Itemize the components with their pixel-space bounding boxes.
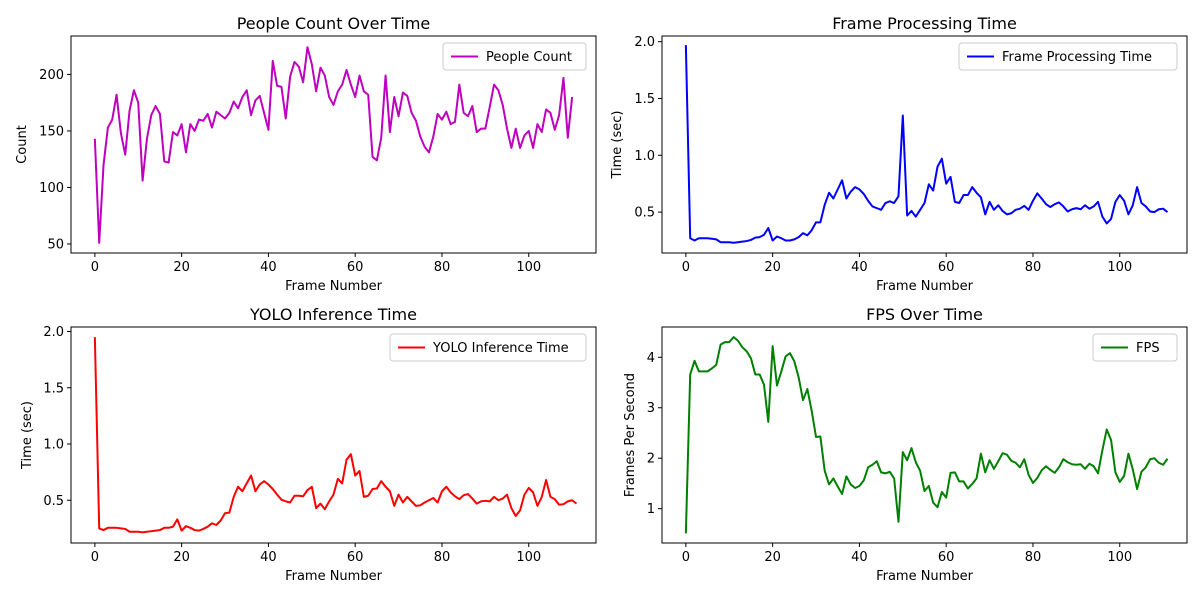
legend: Frame Processing Time (958, 42, 1178, 71)
y-tick-label: 3 (647, 401, 655, 416)
x-axis-label: Frame Number (876, 569, 974, 584)
x-tick-label: 20 (764, 550, 781, 565)
x-tick-label: 100 (1107, 260, 1132, 275)
y-tick-label: 1.0 (43, 438, 64, 453)
x-tick-label: 20 (764, 260, 781, 275)
y-tick-label: 0.5 (634, 206, 655, 221)
x-tick-label: 40 (851, 260, 868, 275)
x-axis-label: Frame Number (285, 569, 383, 584)
x-tick-label: 100 (516, 260, 541, 275)
x-tick-label: 0 (91, 260, 99, 275)
y-axis-label: Time (sec) (610, 110, 625, 179)
legend-frame (1092, 333, 1178, 362)
y-tick-label: 200 (39, 68, 64, 83)
plot-frame (661, 35, 1188, 254)
chart-panel-1: 0 20 40 60 80 100 50 100 150 200 People Count Over… (15, 14, 597, 294)
x-tick-label: 80 (1025, 550, 1042, 565)
legend-frame (958, 42, 1178, 71)
y-tick-label: 4 (647, 351, 655, 366)
x-tick-label: 0 (91, 550, 99, 565)
x-tick-label: 40 (260, 260, 277, 275)
plot-frame (661, 326, 1188, 544)
chart-title: YOLO Inference Time (249, 305, 417, 324)
x-tick-label: 80 (1025, 260, 1042, 275)
y-tick-label: 2.0 (634, 35, 655, 50)
legend-frame (442, 42, 587, 71)
chart-panel-2: 0 20 40 60 80 100 0.5 1.0 1.5 2.0 Frame Processing… (610, 14, 1188, 294)
series-line-1 (684, 336, 1169, 534)
series-line-1 (684, 45, 1169, 244)
y-tick-label: 100 (39, 181, 64, 196)
y-axis-label: Frames Per Second (623, 373, 638, 497)
chart-title: Frame Processing Time (832, 14, 1017, 33)
chart-panel-3: 0 20 40 60 80 100 0.5 1.0 1.5 2.0 YOLO Inference T… (20, 305, 597, 584)
x-tick-label: 80 (434, 550, 451, 565)
series-line-1 (93, 46, 574, 244)
legend-label: Frame Processing Time (1002, 50, 1152, 65)
chart-title: FPS Over Time (866, 305, 983, 324)
y-tick-label: 2.0 (43, 325, 64, 340)
x-tick-label: 60 (938, 550, 955, 565)
y-tick-label: 0.5 (43, 494, 64, 509)
plot-frame (70, 35, 597, 254)
x-tick-label: 80 (434, 260, 451, 275)
y-tick-label: 1.5 (43, 381, 64, 396)
y-tick-label: 1.5 (634, 92, 655, 107)
x-tick-label: 20 (173, 550, 190, 565)
x-tick-label: 100 (1107, 550, 1132, 565)
y-tick-label: 50 (47, 237, 64, 252)
legend-label: YOLO Inference Time (432, 341, 569, 356)
y-tick-label: 150 (39, 124, 64, 139)
legend-label: FPS (1136, 341, 1160, 356)
legend-label: People Count (486, 50, 572, 65)
x-tick-label: 60 (938, 260, 955, 275)
chart-title: People Count Over Time (237, 14, 431, 33)
x-tick-label: 40 (851, 550, 868, 565)
chart-panel-4: 0 20 40 60 80 100 1 2 3 4 FPS Over Time Frame Numbe… (623, 305, 1188, 584)
x-tick-label: 40 (260, 550, 277, 565)
y-axis-label: Count (15, 125, 30, 164)
y-tick-label: 2 (647, 452, 655, 467)
legend: YOLO Inference Time (389, 333, 587, 362)
y-tick-label: 1.0 (634, 149, 655, 164)
y-axis-label: Time (sec) (20, 401, 35, 470)
plot-frame (70, 326, 597, 544)
x-tick-label: 100 (516, 550, 541, 565)
x-tick-label: 0 (682, 260, 690, 275)
x-tick-label: 20 (173, 260, 190, 275)
legend: People Count (442, 42, 587, 71)
x-tick-label: 0 (682, 550, 690, 565)
x-axis-label: Frame Number (285, 279, 383, 294)
legend-frame (389, 333, 587, 362)
x-axis-label: Frame Number (876, 279, 974, 294)
legend: FPS (1092, 333, 1178, 362)
y-tick-label: 1 (647, 502, 655, 517)
series-line-1 (93, 337, 578, 534)
x-tick-label: 60 (347, 260, 364, 275)
x-tick-label: 60 (347, 550, 364, 565)
